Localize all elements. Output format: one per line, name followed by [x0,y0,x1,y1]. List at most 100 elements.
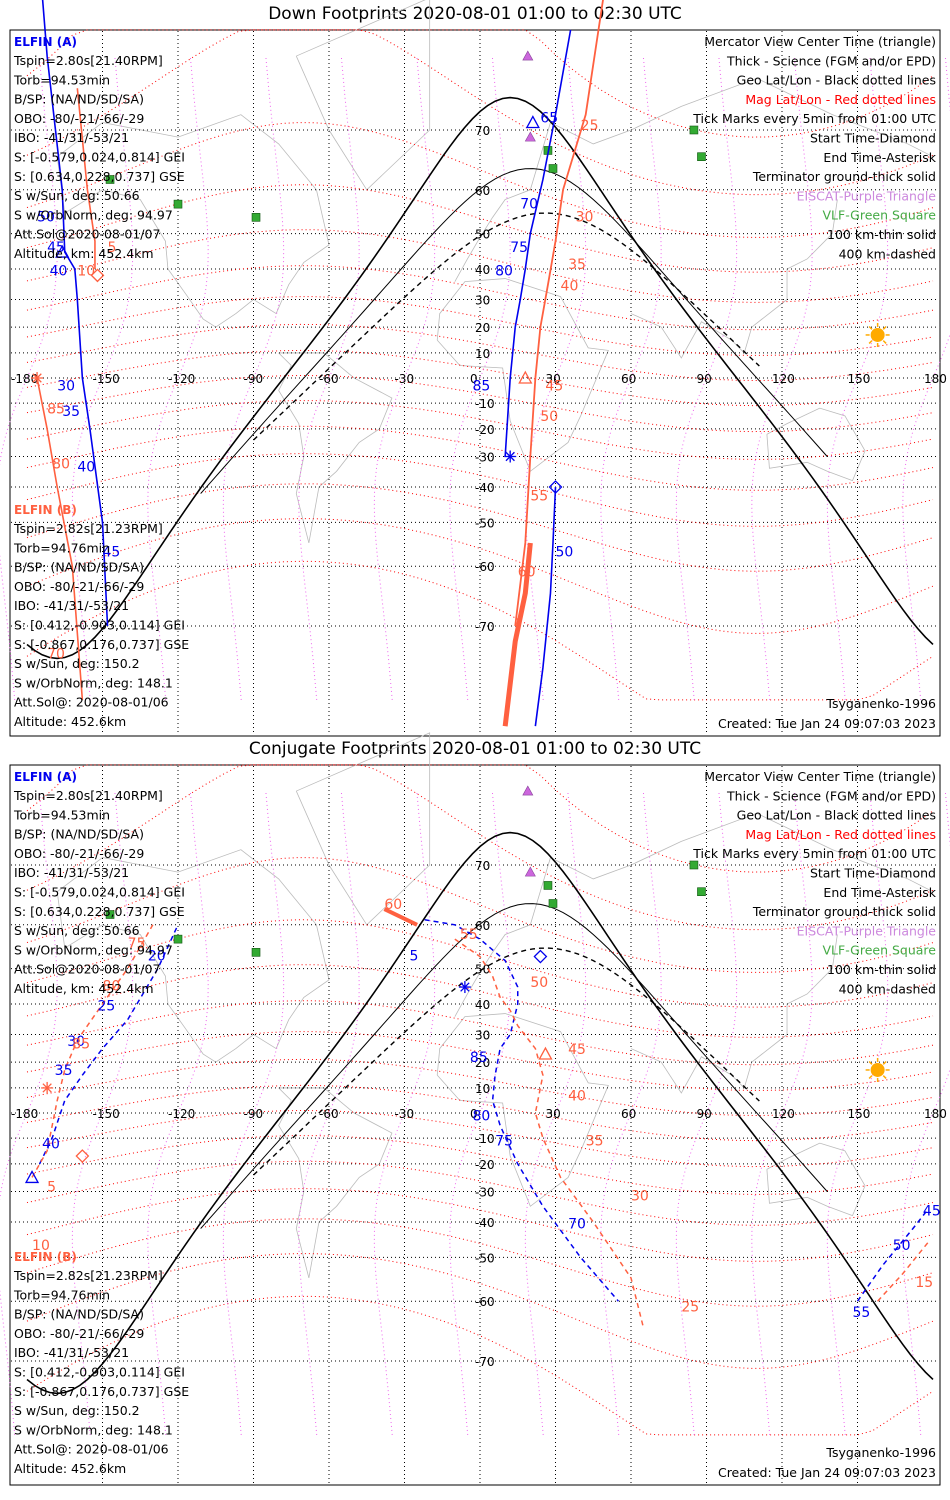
lat-tick-label: 30 [475,294,490,308]
elfin-b-conjugate-far-east [877,1242,929,1302]
vlf-square-icon [173,934,183,944]
elfin-b-info-line: Att.Sol@: 2020-08-01/06 [14,1442,169,1457]
lon-tick-label: 120 [772,372,795,386]
legend-entry: Tick Marks every 5min from 01:00 UTC [692,846,936,861]
panel-title-down: Down Footprints 2020-08-01 01:00 to 02:3… [268,4,682,24]
coastline-shape [630,934,838,1094]
elfin-a-info-line: S: [-0.579,0.024,0.814] GEI [14,150,185,165]
elfin-b-tick-label: 35 [586,1134,604,1150]
mag-parallel [26,425,934,491]
elfin-b-title: ELFIN (B) [14,1250,77,1264]
mag-meridian [0,56,58,700]
elfin-a-tick-label: 30 [57,378,75,394]
elfin-a-tick-label: 45 [103,545,121,561]
legend-entry: Start Time-Diamond [810,866,936,881]
lon-tick-label: 0 [470,1107,478,1121]
elfin-a-info-line: Att.Sol@2020-08-01/07 [14,227,160,242]
lat-tick-label: -40 [475,481,495,495]
legend-entry: Thick - Science (FGM and/or EPD) [726,788,936,803]
elfin-b-tick-label: 55 [460,927,478,943]
elfin-a-center-triangle [55,244,70,258]
sun-ray [868,1075,873,1079]
legend-entry: Mag Lat/Lon - Red dotted lines [745,92,936,107]
elfin-a-info-line: S w/Sun, deg: 50.66 [14,923,140,938]
mag-meridian [449,56,511,700]
elfin-a-tick-label: 5 [410,949,419,965]
lon-tick-label: 30 [546,372,561,386]
elfin-b-conjugate-east [454,938,645,1329]
elfin-b-tick-label: 10 [77,263,95,279]
vlf-square-icon [105,910,115,919]
elfin-a-tick-label: 75 [495,1134,513,1150]
mag-meridians [0,56,950,700]
elfin-b-track-west-north [76,88,96,269]
mag-meridian [524,56,587,700]
tracks: 5858075705550453530252040605550454035302… [24,897,941,1329]
coastline-shape [278,352,393,544]
elfin-a-tick-label: 70 [520,197,538,213]
elfin-b-tick-label: 45 [545,378,563,394]
elfin-b-info-line: Torb=94.76min [13,1287,110,1302]
elfin-b-tick-label: 10 [32,1238,50,1254]
mag-meridian [449,791,511,1435]
elfin-b-tick-label: 5 [47,1179,56,1195]
elfin-b-conjugate-west [31,924,154,1178]
vlf-square-icon [548,899,558,908]
lat-tick-label: -50 [475,516,495,530]
elfin-a-tick-label: 55 [852,1305,870,1321]
lat-tick-label: -30 [475,450,495,464]
elfin-b-start-diamond [90,268,105,283]
elfin-a-tick-label: 50 [37,210,55,226]
elfin-a-tick-label: 25 [97,998,115,1014]
mag-parallel [26,560,934,701]
mag-meridian [71,56,134,700]
terminator-ground [26,831,934,1395]
elfin-b-tick-label: 45 [568,1042,586,1058]
eiscat-triangle-icon [522,785,534,796]
coastline-shape [295,732,431,926]
elfin-a-center-triangle [24,1170,40,1184]
lat-tick-label: 70 [475,124,490,138]
panel-conjugate: -180 -150 -120 -90 -60 -30 0 30 60 90 120 150 180 70 6… [0,732,950,1486]
mag-meridian [600,791,662,1435]
mag-parallel [26,184,934,273]
mag-grid [26,29,934,701]
coastline-shape [436,278,609,472]
elfin-a-info-line: Torb=94.53min [13,807,110,822]
lon-tick-label: 0 [470,372,478,386]
lat-tick-label: 40 [475,263,490,277]
lon-tick-label: -150 [93,1107,120,1121]
mag-meridian [147,791,209,1435]
mag-meridian [373,791,436,1435]
axis-labels: -180 -150 -120 -90 -60 -30 0 30 60 90 120 150 180 70 6… [11,124,947,634]
elfin-b-tick-label: 60 [384,897,402,913]
elfin-b-tick-label: 70 [47,646,65,662]
elfin-b-tick-label: 5 [108,240,117,256]
elfin-a-conjugate-far-east [856,1208,929,1302]
elfin-a-info-line: Tspin=2.80s[21.40RPM] [13,53,163,68]
legend-entry: End Time-Asterisk [823,150,936,165]
elfin-a-tick-label: 40 [77,459,95,475]
legend-entry: Mercator View Center Time (triangle) [704,34,936,49]
vlf-square-icon [105,175,115,184]
lat-tick-label: -60 [475,560,495,574]
vlf-square-icon [697,152,706,162]
legend-entry: Geo Lat/Lon - Black dotted lines [737,808,936,823]
mag-parallel [26,1160,934,1226]
mag-parallel [26,29,934,196]
asterisk-stroke [460,982,470,992]
eiscat-triangle-icon [524,866,536,877]
legend: Mercator View Center Time (triangle) Thic… [692,34,937,261]
legend-entry: Terminator ground-thick solid [752,169,936,184]
lat-tick-label: 10 [475,347,490,361]
elfin-a-start-diamond [548,480,563,494]
mag-parallel [26,229,934,303]
lon-tick-label: -60 [319,1107,339,1121]
asterisk-stroke [505,451,515,462]
mag-meridians [0,791,950,1435]
legend-entry: Geo Lat/Lon - Black dotted lines [737,73,936,88]
elfin-b-title: ELFIN (B) [14,503,77,517]
elfin-b-tick-label: 40 [568,1089,586,1105]
